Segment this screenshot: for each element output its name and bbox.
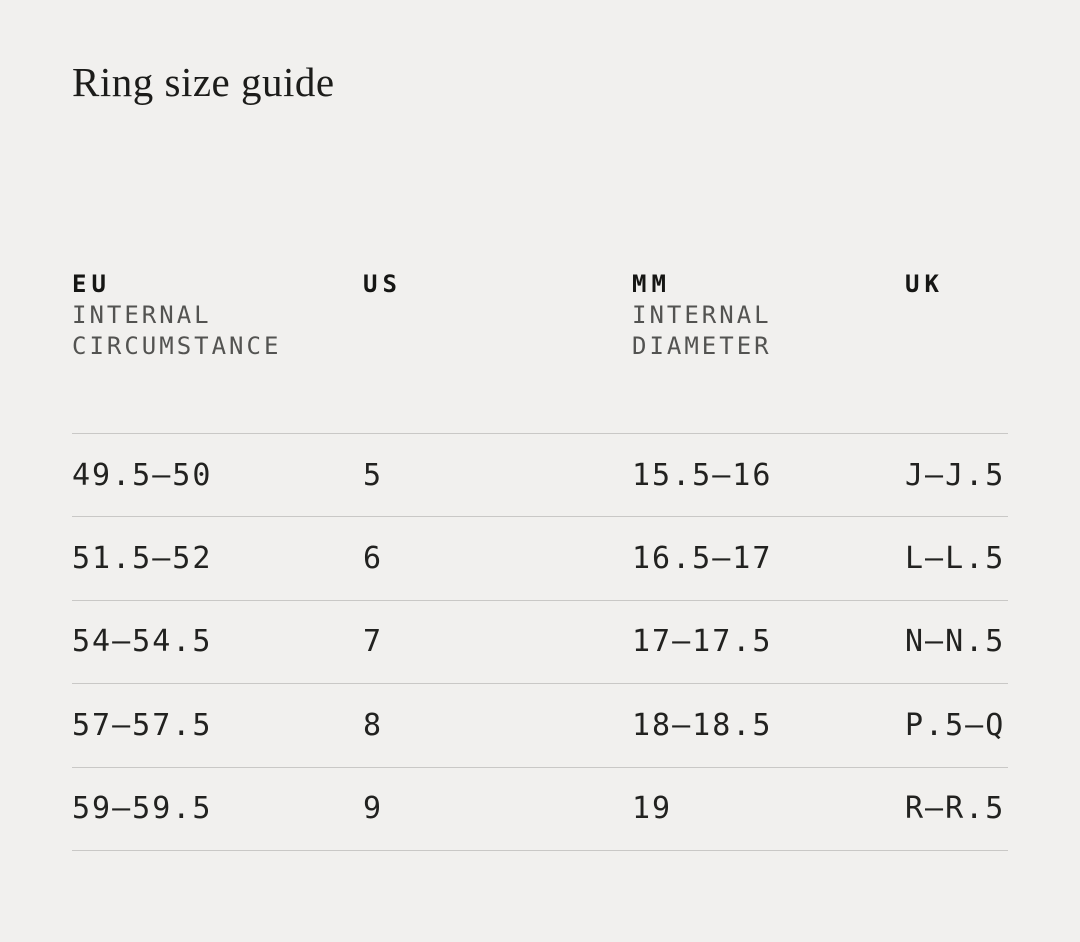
table-row: 54—54.5 7 17—17.5 N—N.5 [72,599,1008,683]
table-row: 59—59.5 9 19 R—R.5 [72,766,1008,851]
cell-mm: 18—18.5 [632,707,773,743]
column-header-us: US [363,268,632,362]
cell-mm: 15.5—16 [632,457,773,493]
cell-uk: P.5—Q [905,707,1006,743]
column-header-mm: MM INTERNAL DIAMETER [632,268,905,362]
table-row: 49.5—50 5 15.5—16 J—J.5 [72,433,1008,516]
column-code-mm: MM [632,270,671,298]
cell-mm: 16.5—17 [632,541,773,577]
column-code-eu: EU [72,270,111,298]
table-row: 51.5—52 6 16.5—17 L—L.5 [72,516,1008,599]
column-subtitle-eu-line1: INTERNAL [72,301,212,329]
column-code-uk: UK [905,270,944,298]
column-subtitle-eu-line2: CIRCUMSTANCE [72,332,282,360]
table-body: 49.5—50 5 15.5—16 J—J.5 51.5—52 6 16.5—1… [72,433,1008,851]
cell-us: 9 [363,791,384,827]
column-header-eu: EU INTERNAL CIRCUMSTANCE [72,268,363,362]
cell-uk: R—R.5 [905,791,1006,827]
cell-us: 5 [363,457,384,493]
table-header-row: EU INTERNAL CIRCUMSTANCE US MM INTERNAL … [72,268,1008,362]
cell-mm: 19 [632,791,673,827]
cell-us: 6 [363,541,384,577]
cell-eu: 51.5—52 [72,541,213,577]
cell-uk: N—N.5 [905,624,1006,660]
cell-eu: 57—57.5 [72,707,213,743]
cell-uk: L—L.5 [905,541,1006,577]
column-header-uk: UK [905,268,1008,362]
cell-uk: J—J.5 [905,457,1006,493]
cell-eu: 54—54.5 [72,624,213,660]
ring-size-table: EU INTERNAL CIRCUMSTANCE US MM INTERNAL … [72,268,1008,851]
table-row: 57—57.5 8 18—18.5 P.5—Q [72,683,1008,766]
cell-us: 8 [363,707,384,743]
cell-us: 7 [363,624,384,660]
cell-eu: 59—59.5 [72,791,213,827]
cell-eu: 49.5—50 [72,457,213,493]
column-subtitle-mm-line1: INTERNAL [632,301,772,329]
column-subtitle-mm-line2: DIAMETER [632,332,772,360]
cell-mm: 17—17.5 [632,624,773,660]
column-code-us: US [363,270,402,298]
page-title: Ring size guide [72,59,335,105]
